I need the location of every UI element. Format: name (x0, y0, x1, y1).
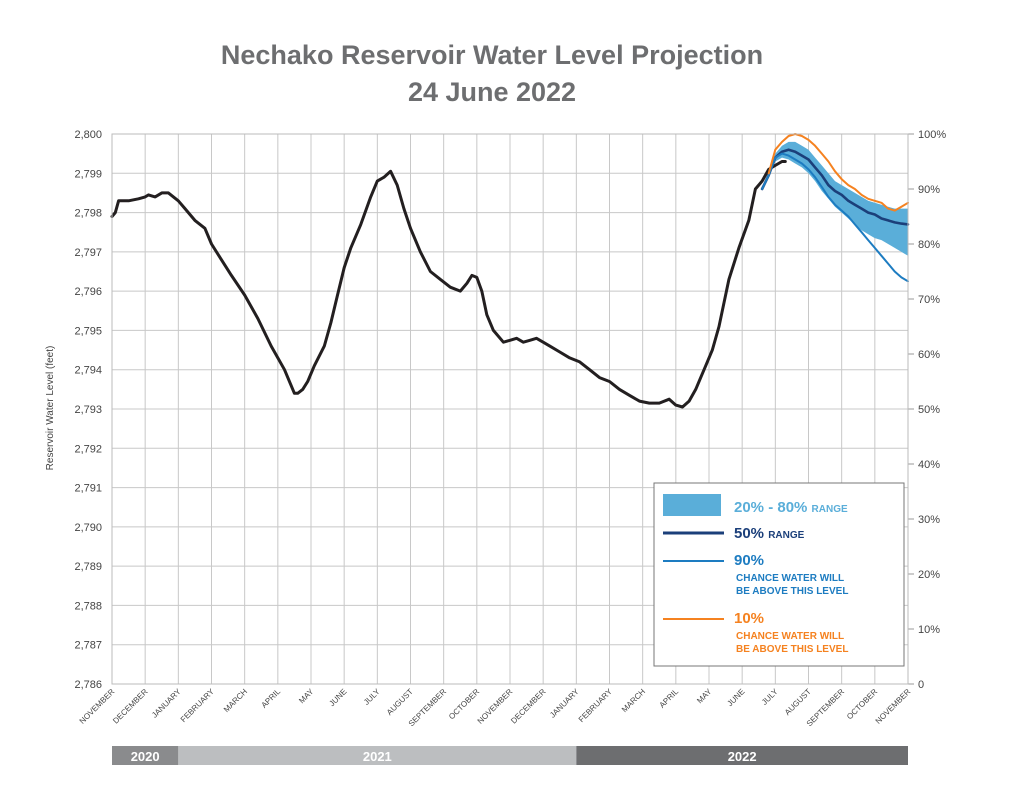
y-tick-label: 2,793 (74, 404, 102, 416)
legend-median-label: 50% RANGE (734, 525, 805, 542)
legend-band-word: RANGE (812, 504, 848, 515)
legend-p10-line1: CHANCE WATER WILL (736, 631, 844, 642)
series-10-percentile (767, 133, 909, 212)
y-axis-label: Reservoir Water Level (feet) (45, 346, 56, 471)
y2-tick-label: 10% (918, 624, 940, 636)
x-tick-label: APRIL (658, 687, 681, 710)
year-segment (576, 746, 908, 765)
x-tick-label: AUGUST (783, 687, 813, 717)
year-label: 2022 (728, 749, 757, 764)
legend-band-pct: 20% - 80% (734, 499, 807, 516)
series-historical (110, 160, 787, 409)
y2-tick-label: 70% (918, 294, 940, 306)
y2-tick-label: 50% (918, 404, 940, 416)
y-tick-label: 2,795 (74, 325, 102, 337)
x-tick-label: MARCH (620, 687, 647, 714)
y-tick-label: 2,792 (74, 443, 102, 455)
x-tick-label: DECEMBER (509, 687, 548, 726)
y-tick-label: 2,788 (74, 600, 102, 612)
legend-band-swatch (663, 494, 721, 516)
chart-title: Nechako Reservoir Water Level Projection (221, 40, 763, 70)
year-segment (178, 746, 577, 765)
x-tick-label: FEBRUARY (577, 687, 615, 725)
legend-p10-line2: BE ABOVE THIS LEVEL (736, 644, 848, 655)
x-tick-label: JANUARY (548, 687, 581, 720)
y-axis-left: 2,786 2,787 2,788 2,789 2,790 2,791 2,792 2,793… (74, 129, 102, 691)
y-tick-label: 2,789 (74, 561, 102, 573)
y-tick-label: 2,799 (74, 168, 102, 180)
y-tick-label: 2,794 (74, 365, 102, 377)
year-label: 2021 (363, 749, 392, 764)
y-tick-label: 2,791 (74, 483, 102, 495)
x-tick-label: MAY (695, 687, 714, 706)
y-axis-right: 0 10% 20% 30% 40% 50% 60% 70% 80% 90% 100% (908, 129, 946, 691)
band-20-80 (768, 141, 908, 256)
y2-tick-label: 20% (918, 569, 940, 581)
y2-tick-label: 90% (918, 184, 940, 196)
y2-tick-label: 0 (918, 679, 924, 691)
legend-p90-pct: 90% (734, 552, 764, 569)
x-tick-label: JULY (760, 687, 780, 707)
x-tick-label: AUGUST (385, 687, 415, 717)
y2-tick-label: 30% (918, 514, 940, 526)
plot-area (110, 133, 910, 685)
legend: 20% - 80% RANGE 50% RANGE 90% CHANCE WAT… (653, 482, 905, 667)
y-tick-label: 2,800 (74, 129, 102, 141)
y-tick-label: 2,787 (74, 640, 102, 652)
x-tick-label: JUNE (327, 687, 348, 708)
x-tick-label: FEBRUARY (179, 687, 217, 725)
y-tick-label: 2,797 (74, 247, 102, 259)
y2-tick-label: 60% (918, 349, 940, 361)
series-50-median (760, 148, 910, 226)
x-tick-label: OCTOBER (845, 687, 879, 721)
year-bar: 2020 2021 2022 (112, 746, 908, 765)
legend-p90-line2: BE ABOVE THIS LEVEL (736, 586, 848, 597)
y2-tick-label: 80% (918, 239, 940, 251)
year-label: 2020 (131, 749, 160, 764)
y-tick-label: 2,796 (74, 286, 102, 298)
x-tick-label: JULY (362, 687, 382, 707)
legend-median-pct: 50% (734, 525, 764, 542)
legend-median-word: RANGE (768, 530, 804, 541)
x-tick-label: APRIL (260, 687, 283, 710)
chart-subtitle: 24 June 2022 (408, 77, 576, 107)
y-tick-label: 2,790 (74, 522, 102, 534)
plot-frame (111, 133, 909, 685)
y2-tick-label: 100% (918, 129, 946, 141)
legend-p90-line1: CHANCE WATER WILL (736, 573, 844, 584)
legend-band-label: 20% - 80% RANGE (734, 499, 848, 516)
year-segment (112, 746, 179, 765)
x-tick-label: JUNE (725, 687, 746, 708)
legend-p10-pct: 10% (734, 610, 764, 627)
x-tick-label: NOVEMBER (874, 687, 913, 726)
y2-tick-label: 40% (918, 459, 940, 471)
x-tick-label: JANUARY (150, 687, 183, 720)
x-tick-label: MAY (297, 687, 316, 706)
series-90-percentile (761, 152, 909, 283)
x-tick-label: OCTOBER (447, 687, 481, 721)
y-tick-label: 2,786 (74, 679, 102, 691)
y-tick-label: 2,798 (74, 208, 102, 220)
x-tick-label: DECEMBER (111, 687, 150, 726)
x-tick-label: MARCH (222, 687, 249, 714)
